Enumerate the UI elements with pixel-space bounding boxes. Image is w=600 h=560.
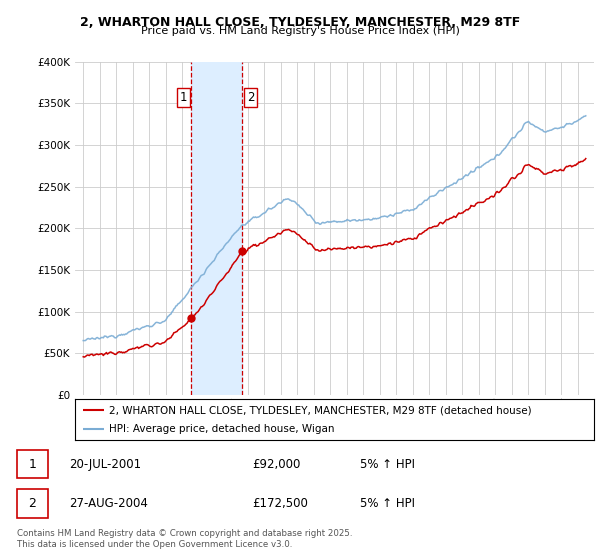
Text: 5% ↑ HPI: 5% ↑ HPI [360,497,415,510]
FancyBboxPatch shape [17,489,48,517]
Text: £92,000: £92,000 [252,458,301,471]
Bar [191,62,242,395]
Text: HPI: Average price, detached house, Wigan: HPI: Average price, detached house, Wiga… [109,424,334,433]
Text: Contains HM Land Registry data © Crown copyright and database right 2025.
This d: Contains HM Land Registry data © Crown c… [17,529,352,549]
Text: 2: 2 [247,91,254,104]
Text: 5% ↑ HPI: 5% ↑ HPI [360,458,415,471]
Text: 1: 1 [180,91,187,104]
Text: 2, WHARTON HALL CLOSE, TYLDESLEY, MANCHESTER, M29 8TF: 2, WHARTON HALL CLOSE, TYLDESLEY, MANCHE… [80,16,520,29]
Text: 20-JUL-2001: 20-JUL-2001 [69,458,141,471]
Text: 27-AUG-2004: 27-AUG-2004 [69,497,148,510]
FancyBboxPatch shape [17,450,48,478]
Text: Price paid vs. HM Land Registry's House Price Index (HPI): Price paid vs. HM Land Registry's House … [140,26,460,36]
Text: 1: 1 [28,458,37,471]
Text: 2: 2 [28,497,37,510]
Text: 2, WHARTON HALL CLOSE, TYLDESLEY, MANCHESTER, M29 8TF (detached house): 2, WHARTON HALL CLOSE, TYLDESLEY, MANCHE… [109,405,532,415]
Text: £172,500: £172,500 [252,497,308,510]
